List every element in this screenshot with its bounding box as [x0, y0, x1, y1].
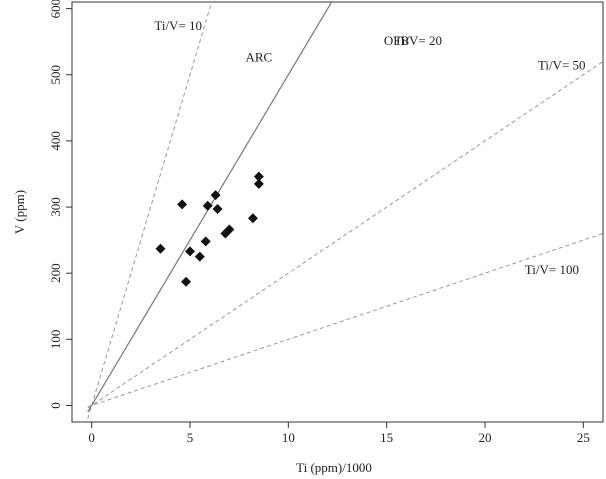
- x-tick-label: 20: [479, 430, 492, 445]
- data-point: [185, 246, 195, 257]
- data-point: [212, 204, 223, 215]
- reference-line-label-3: Ti/V= 50: [538, 57, 586, 72]
- x-axis-ticks: 0 5 10 15 20 25: [88, 422, 590, 445]
- reference-line-2: [87, 2, 333, 413]
- data-point: [155, 243, 166, 254]
- region-labels: ARC OFB: [245, 33, 409, 65]
- x-tick-label: 10: [282, 430, 295, 445]
- y-tick-label: 600: [48, 0, 63, 18]
- x-tick-label: 15: [380, 430, 393, 445]
- y-axis-label: V (ppm): [12, 190, 27, 234]
- x-axis-label: Ti (ppm)/1000: [296, 460, 372, 475]
- reference-line-labels: Ti/V= 10 Ti/V= 20 Ti/V= 50 Ti/V= 100: [154, 18, 585, 277]
- data-point: [200, 236, 211, 247]
- y-tick-label: 200: [48, 263, 63, 283]
- reference-line-label-1: Ti/V= 10: [154, 18, 202, 33]
- reference-lines: [87, 2, 603, 419]
- reference-line-4: [87, 233, 603, 408]
- data-point: [247, 213, 258, 224]
- data-point: [194, 251, 205, 262]
- data-point: [202, 200, 213, 211]
- data-point: [177, 199, 188, 210]
- data-point: [253, 171, 264, 182]
- plot-frame: [71, 1, 604, 423]
- data-point: [181, 276, 192, 287]
- region-label-ofb: OFB: [384, 33, 410, 48]
- y-tick-label: 100: [48, 330, 63, 350]
- x-tick-label: 25: [577, 430, 590, 445]
- reference-line-1: [87, 2, 213, 419]
- reference-line-label-2: Ti/V= 20: [394, 33, 442, 48]
- y-tick-label: 400: [48, 131, 63, 151]
- data-points: [155, 171, 264, 287]
- data-point: [253, 178, 264, 189]
- region-label-arc: ARC: [245, 50, 272, 65]
- reference-line-3: [87, 61, 603, 409]
- y-tick-label: 0: [48, 402, 63, 409]
- data-point: [210, 190, 221, 201]
- data-point: [224, 224, 235, 235]
- y-tick-label: 300: [48, 197, 63, 217]
- x-tick-label: 5: [187, 430, 194, 445]
- y-tick-label: 500: [48, 65, 63, 85]
- reference-line-label-4: Ti/V= 100: [525, 262, 579, 277]
- x-tick-label: 0: [88, 430, 95, 445]
- y-axis-ticks: 0 100 200 300 400 500 600: [48, 0, 72, 409]
